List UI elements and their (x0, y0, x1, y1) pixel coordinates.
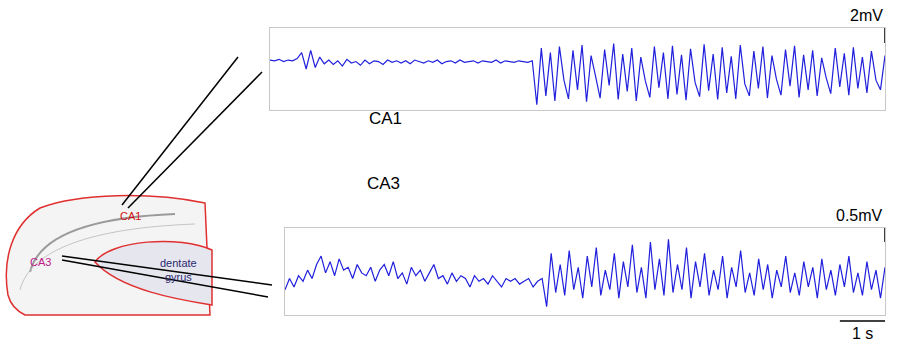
svg-text:1 s: 1 s (852, 325, 873, 342)
svg-text:CA3: CA3 (30, 256, 51, 268)
svg-text:2mV: 2mV (850, 7, 883, 24)
svg-text:0.5mV: 0.5mV (836, 207, 883, 224)
svg-text:CA3: CA3 (367, 174, 400, 193)
svg-text:CA1: CA1 (369, 109, 402, 128)
svg-text:dentategyrus: dentategyrus (160, 257, 197, 283)
svg-text:CA1: CA1 (120, 210, 141, 222)
